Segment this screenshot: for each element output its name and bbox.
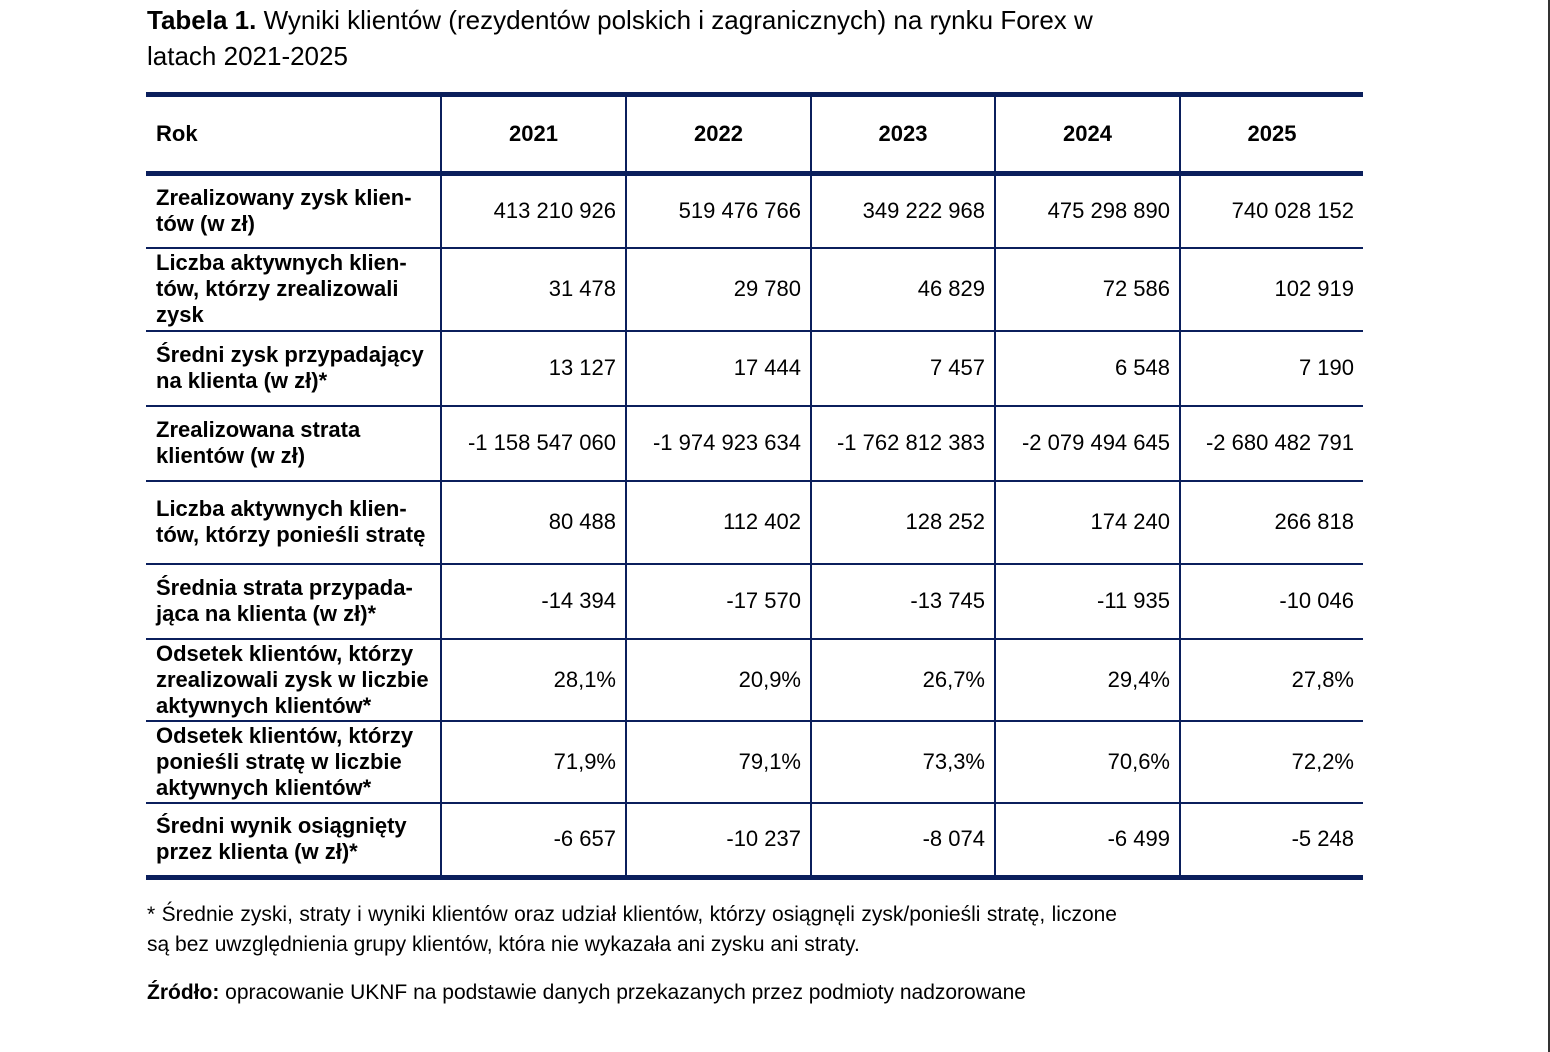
cell-value: 29 780: [625, 247, 811, 332]
cell-value: -1 762 812 383: [810, 405, 995, 482]
table-row: Zrealizowana strata klientów (w zł) -1 15…: [146, 405, 1363, 482]
cell-value: -2 680 482 791: [1179, 405, 1363, 482]
cell-value: 102 919: [1179, 247, 1363, 332]
row-label: Zrealizowana strata klientów (w zł): [146, 405, 441, 482]
table-row: Liczba aktywnych klien­tów, którzy ponie…: [146, 480, 1363, 565]
cell-value: 740 028 152: [1179, 173, 1363, 249]
table-row: Odsetek klientów, którzy ponieśli stratę…: [146, 720, 1363, 804]
cell-value: 128 252: [810, 480, 995, 565]
cell-value: 6 548: [994, 330, 1180, 407]
cell-value: 349 222 968: [810, 173, 995, 249]
cell-value: -14 394: [440, 563, 626, 640]
row-label: Średni zysk przypada­jący na klienta (w …: [146, 330, 441, 407]
cell-value: -10 046: [1179, 563, 1363, 640]
table-row: Odsetek klientów, którzy zrealizowali zy…: [146, 638, 1363, 722]
cell-value: -17 570: [625, 563, 811, 640]
cell-value: 72,2%: [1179, 720, 1363, 804]
cell-value: -1 158 547 060: [440, 405, 626, 482]
cell-value: -1 974 923 634: [625, 405, 811, 482]
source-label: Źródło:: [147, 981, 220, 1004]
cell-value: 112 402: [625, 480, 811, 565]
page-edge: [1548, 0, 1550, 1052]
cell-value: 79,1%: [625, 720, 811, 804]
cell-value: 71,9%: [440, 720, 626, 804]
cell-value: 80 488: [440, 480, 626, 565]
table-row: Średni zysk przypada­jący na klienta (w …: [146, 330, 1363, 407]
cell-value: 20,9%: [625, 638, 811, 722]
row-label: Zrealizowany zysk klien­tów (w zł): [146, 173, 441, 249]
table-row: Średni wynik osiągnięty przez klienta (w…: [146, 802, 1363, 880]
cell-value: 17 444: [625, 330, 811, 407]
header-year: 2024: [994, 94, 1180, 176]
header-year: 2021: [440, 94, 626, 176]
row-label: Średni wynik osiągnięty przez klienta (w…: [146, 802, 441, 880]
table-row: Średnia strata przypada­jąca na klienta …: [146, 563, 1363, 640]
row-label: Odsetek klientów, którzy ponieśli stratę…: [146, 720, 441, 804]
header-year: 2023: [810, 94, 995, 176]
cell-value: 7 457: [810, 330, 995, 407]
cell-value: -8 074: [810, 802, 995, 880]
cell-value: 475 298 890: [994, 173, 1180, 249]
cell-value: 413 210 926: [440, 173, 626, 249]
table-row: Liczba aktywnych klien­tów, którzy zreal…: [146, 247, 1363, 332]
table-number: Tabela 1.: [147, 5, 257, 35]
table-row: Zrealizowany zysk klien­tów (w zł) 413 21…: [146, 173, 1363, 249]
row-label: Liczba aktywnych klien­tów, którzy zreal…: [146, 247, 441, 332]
cell-value: 31 478: [440, 247, 626, 332]
cell-value: -6 499: [994, 802, 1180, 880]
cell-value: 174 240: [994, 480, 1180, 565]
header-row: Rok 2021 2022 2023 2024 2025: [146, 94, 1363, 176]
cell-value: -10 237: [625, 802, 811, 880]
row-label: Odsetek klientów, którzy zrealizowali zy…: [146, 638, 441, 722]
cell-value: -2 079 494 645: [994, 405, 1180, 482]
cell-value: 27,8%: [1179, 638, 1363, 722]
header-year: 2025: [1179, 94, 1363, 176]
table-caption: Wyniki klientów (rezydentów polskich i z…: [147, 5, 1093, 71]
cell-value: -13 745: [810, 563, 995, 640]
cell-value: 72 586: [994, 247, 1180, 332]
cell-value: 29,4%: [994, 638, 1180, 722]
cell-value: -6 657: [440, 802, 626, 880]
header-label: Rok: [146, 94, 441, 176]
cell-value: 70,6%: [994, 720, 1180, 804]
cell-value: -5 248: [1179, 802, 1363, 880]
cell-value: 13 127: [440, 330, 626, 407]
cell-value: 28,1%: [440, 638, 626, 722]
footnote: * Średnie zyski, straty i wyniki klientó…: [147, 903, 1117, 956]
results-table: Rok 2021 2022 2023 2024 2025 Zrealizowany zys…: [146, 92, 1363, 880]
source-note: Źródło: opracowanie UKNF na podstawie da…: [147, 978, 1117, 1008]
row-label: Liczba aktywnych klien­tów, którzy ponie…: [146, 480, 441, 565]
cell-value: 266 818: [1179, 480, 1363, 565]
cell-value: -11 935: [994, 563, 1180, 640]
cell-value: 46 829: [810, 247, 995, 332]
row-label: Średnia strata przypada­jąca na klienta …: [146, 563, 441, 640]
source-text: opracowanie UKNF na podstawie danych prz…: [225, 981, 1026, 1004]
table-title: Tabela 1. Wyniki klientów (rezydentów po…: [147, 2, 1127, 74]
header-year: 2022: [625, 94, 811, 176]
cell-value: 73,3%: [810, 720, 995, 804]
cell-value: 7 190: [1179, 330, 1363, 407]
cell-value: 26,7%: [810, 638, 995, 722]
cell-value: 519 476 766: [625, 173, 811, 249]
